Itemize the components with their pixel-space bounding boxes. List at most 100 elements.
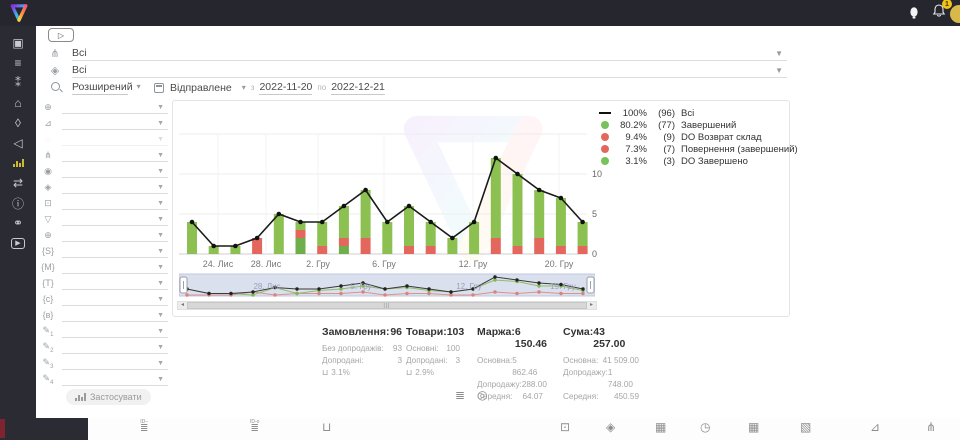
funnel-filter[interactable]: ▽ ▼: [40, 211, 168, 227]
package-icon[interactable]: ◈: [606, 420, 616, 434]
custom-field-4-filter-icon: ✎4: [42, 372, 54, 386]
sidebar-item-warehouse[interactable]: ⌂: [14, 96, 22, 110]
sidebar-item-orders[interactable]: ≡: [14, 56, 22, 70]
search-mode-select[interactable]: Розширений ▾: [72, 81, 141, 95]
apply-button[interactable]: Застосувати: [66, 389, 151, 405]
tag-t-filter-icon: {T}: [42, 278, 54, 288]
tag-b-filter[interactable]: {в} ▼: [40, 307, 168, 323]
chevron-down-icon: ▼: [157, 279, 164, 287]
chart-scrollbar[interactable]: ◂ ||| ▸: [177, 301, 597, 310]
date-field-value: Відправлене: [170, 81, 232, 94]
tag-s-filter[interactable]: {S} ▼: [40, 243, 168, 259]
svg-text:6. Гру: 6. Гру: [372, 259, 396, 269]
level-icon[interactable]: ⊿: [870, 420, 881, 434]
price-filter[interactable]: ⊡ ▼: [40, 195, 168, 211]
stats-column: Сума: 43 257.00 Основна: 41 509.00 Допродажу…: [563, 326, 639, 403]
status-filter[interactable]: ◌ ▼: [40, 131, 168, 147]
legend-item[interactable]: 9.4% (9) DO Возврат склад: [597, 131, 798, 143]
stats-row: Без допродажів: 93: [322, 344, 402, 353]
date-to-input[interactable]: 2022-12-21: [331, 80, 385, 95]
scroll-right-icon[interactable]: ▸: [589, 302, 593, 308]
avatar[interactable]: [950, 5, 960, 23]
basket-icon[interactable]: ⊔: [322, 420, 332, 434]
date-field-select[interactable]: Відправлене ▾: [154, 82, 246, 94]
structure-filter[interactable]: ⋔ ▼: [40, 147, 168, 163]
bottom-toolbar: ID– ≣ ID-o ≣ ⊔ ⊡ ◈ ▦ ◷ ▦ ▧ ⊿ ⋔: [36, 418, 960, 440]
fingerprint-filter[interactable]: ◉ ▼: [40, 163, 168, 179]
notifications-button[interactable]: 1: [932, 0, 952, 23]
svg-text:19. Гру: 19. Гру: [550, 282, 576, 291]
structure-select[interactable]: ⋔ Всі ▼: [48, 46, 787, 61]
sidebar-item-settings[interactable]: ⇄: [12, 176, 24, 190]
globe-filter-icon: ⊕: [44, 101, 52, 112]
product-filter[interactable]: ◈ ▼: [40, 179, 168, 195]
calendar-pay-icon[interactable]: ▦: [748, 420, 760, 434]
calendar-send-icon[interactable]: ▧: [800, 420, 812, 434]
custom-field-1-filter[interactable]: ✎1 ▼: [40, 323, 168, 339]
stats-column: Товари: 103 Основні: 100 Допродані: 3 ⊔ 2.9%: [406, 326, 464, 379]
calendar-icon[interactable]: ▦: [655, 420, 667, 434]
product-view-toggle[interactable]: ◎: [477, 388, 488, 402]
sidebar-item-info[interactable]: ⓘ: [11, 196, 24, 211]
custom-field-1-filter-icon: ✎1: [42, 324, 54, 338]
money-icon[interactable]: ⊡: [560, 420, 571, 434]
sidebar-item-dashboard[interactable]: ▣: [12, 36, 24, 50]
scroll-left-icon[interactable]: ◂: [180, 302, 184, 308]
stats-title: Замовлення: 96: [322, 326, 402, 338]
chevron-down-icon: ▼: [157, 199, 164, 207]
topbar: 1: [0, 0, 960, 26]
sidebar-item-analytics[interactable]: [0, 153, 36, 173]
custom-field-3-filter[interactable]: ✎3 ▼: [40, 355, 168, 371]
sidebar-item-clients[interactable]: ⁑: [15, 76, 21, 90]
chevron-down-icon: ▾: [136, 82, 141, 91]
chart-navigator[interactable]: 28. Лис 5. Гру 12. Гру 19. Гру: [179, 273, 595, 299]
product-select[interactable]: ◈ Всі ▼: [48, 63, 787, 78]
sidebar-item-partners[interactable]: ⚭: [12, 216, 24, 230]
date-from-input[interactable]: 2022-11-20: [259, 80, 313, 95]
bulb-icon[interactable]: [908, 6, 920, 20]
chevron-down-icon: ▼: [157, 151, 164, 159]
svg-text:5: 5: [592, 209, 597, 219]
stats-column: Замовлення: 96 Без допродажів: 93 Допродані:…: [322, 326, 402, 379]
chevron-down-icon: ▼: [775, 65, 783, 75]
tag-m-filter[interactable]: {M} ▼: [40, 259, 168, 275]
sidebar-item-announce[interactable]: ◁: [13, 136, 23, 150]
stats-column: Маржа: 6 150.46 Основна: 5 862.46 Допродажу:…: [477, 326, 548, 403]
stats-title: Маржа: 6 150.46: [477, 326, 548, 350]
chart-icon: [75, 393, 86, 401]
main-chart: 24. Лис 28. Лис 2. Гру 6. Гру 12. Гру 20. Гру…: [179, 133, 602, 269]
basket-icon: ⊔: [322, 368, 329, 377]
legend-item[interactable]: 7.3% (7) Повернення (завершений): [597, 143, 798, 155]
globe-filter[interactable]: ⊕ ▼: [40, 99, 168, 115]
dot-marker-icon: [597, 157, 613, 165]
network-filter[interactable]: ⊕ ▼: [40, 227, 168, 243]
tag-b-filter-icon: {в}: [42, 310, 54, 320]
sidebar-item-video[interactable]: ▶: [0, 233, 36, 253]
id-list-icon[interactable]: ID– ≣: [140, 419, 149, 434]
chevron-down-icon: ▼: [157, 103, 164, 111]
status-filter-icon: ◌: [45, 134, 51, 144]
stopwatch-icon[interactable]: ◷: [700, 420, 711, 434]
svg-text:12. Гру: 12. Гру: [456, 282, 482, 291]
tag-c-filter[interactable]: {c} ▼: [40, 291, 168, 307]
custom-field-2-filter[interactable]: ✎2 ▼: [40, 339, 168, 355]
notification-badge: 1: [942, 0, 952, 9]
custom-field-4-filter[interactable]: ✎4 ▼: [40, 371, 168, 387]
list-view-toggle[interactable]: ≣: [455, 388, 466, 402]
legend-item[interactable]: 80.2% (77) Завершений: [597, 119, 798, 131]
dot-marker-icon: [597, 121, 613, 129]
svg-text:12. Гру: 12. Гру: [459, 259, 488, 269]
svg-text:5. Гру: 5. Гру: [350, 282, 371, 291]
tag-t-filter[interactable]: {T} ▼: [40, 275, 168, 291]
stats-row: Основні: 100: [406, 344, 460, 353]
legend-item[interactable]: 100% (96) Всі: [597, 107, 798, 119]
replay-tour-button[interactable]: ▷: [48, 28, 74, 42]
sidebar-item-tags[interactable]: ◊: [15, 116, 21, 130]
custom-field-2-filter-icon: ✎2: [42, 340, 54, 354]
id-status-list-icon[interactable]: ID-o ≣: [250, 419, 260, 434]
scrollbar-thumb[interactable]: |||: [187, 302, 587, 309]
legend-item[interactable]: 3.1% (3) DO Завершено: [597, 155, 798, 167]
hierarchy-icon[interactable]: ⋔: [926, 420, 937, 434]
chevron-down-icon: ▾: [241, 83, 246, 92]
level-filter[interactable]: ⊿ ▼: [40, 115, 168, 131]
